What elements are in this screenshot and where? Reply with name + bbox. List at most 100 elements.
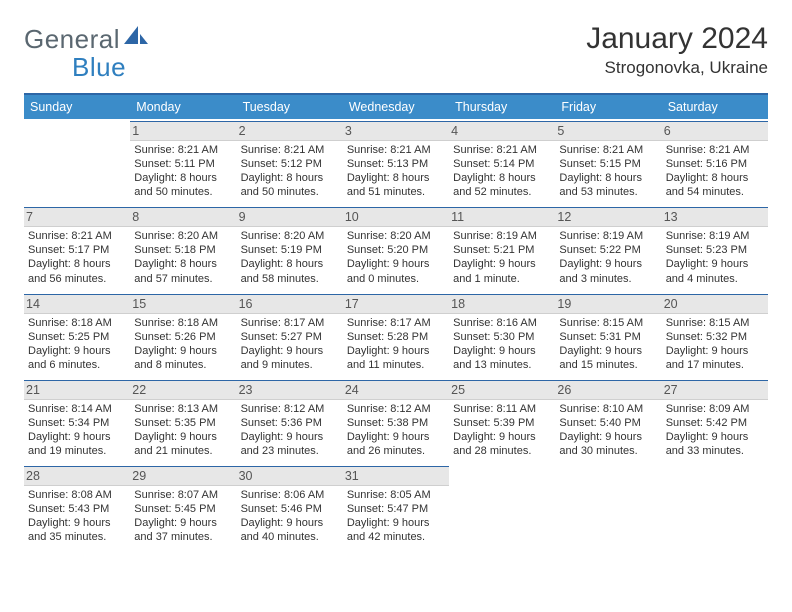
day-number: 9 bbox=[237, 207, 343, 227]
daylight-line: Daylight: 9 hours and 0 minutes. bbox=[347, 258, 430, 284]
sunset-line: Sunset: 5:47 PM bbox=[347, 503, 428, 515]
day-info: Sunrise: 8:17 AMSunset: 5:28 PMDaylight:… bbox=[347, 316, 445, 372]
calendar-cell: 3Sunrise: 8:21 AMSunset: 5:13 PMDaylight… bbox=[343, 119, 449, 205]
calendar-cell bbox=[449, 464, 555, 550]
calendar-cell: 1Sunrise: 8:21 AMSunset: 5:11 PMDaylight… bbox=[130, 119, 236, 205]
day-number: 5 bbox=[555, 121, 661, 141]
sunset-line: Sunset: 5:27 PM bbox=[241, 331, 322, 343]
calendar-cell: 27Sunrise: 8:09 AMSunset: 5:42 PMDayligh… bbox=[662, 378, 768, 464]
sunrise-line: Sunrise: 8:21 AM bbox=[347, 144, 431, 156]
sunset-line: Sunset: 5:36 PM bbox=[241, 417, 322, 429]
daylight-line: Daylight: 8 hours and 57 minutes. bbox=[134, 258, 217, 284]
sunrise-line: Sunrise: 8:17 AM bbox=[347, 317, 431, 329]
sunset-line: Sunset: 5:42 PM bbox=[666, 417, 747, 429]
day-number: 28 bbox=[24, 466, 130, 486]
logo: General bbox=[24, 24, 152, 55]
sunset-line: Sunset: 5:11 PM bbox=[134, 158, 215, 170]
daylight-line: Daylight: 9 hours and 4 minutes. bbox=[666, 258, 749, 284]
calendar: SundayMondayTuesdayWednesdayThursdayFrid… bbox=[24, 93, 768, 551]
title-block: January 2024 Strogonovka, Ukraine bbox=[586, 22, 768, 78]
day-number: 13 bbox=[662, 207, 768, 227]
sunset-line: Sunset: 5:16 PM bbox=[666, 158, 747, 170]
sunset-line: Sunset: 5:25 PM bbox=[28, 331, 109, 343]
calendar-cell: 14Sunrise: 8:18 AMSunset: 5:25 PMDayligh… bbox=[24, 292, 130, 378]
day-info: Sunrise: 8:21 AMSunset: 5:13 PMDaylight:… bbox=[347, 143, 445, 199]
calendar-cell: 19Sunrise: 8:15 AMSunset: 5:31 PMDayligh… bbox=[555, 292, 661, 378]
calendar-cell: 11Sunrise: 8:19 AMSunset: 5:21 PMDayligh… bbox=[449, 205, 555, 291]
weekday-header: Sunday bbox=[24, 95, 130, 119]
daylight-line: Daylight: 9 hours and 28 minutes. bbox=[453, 431, 536, 457]
sunset-line: Sunset: 5:46 PM bbox=[241, 503, 322, 515]
sunset-line: Sunset: 5:28 PM bbox=[347, 331, 428, 343]
day-info: Sunrise: 8:18 AMSunset: 5:25 PMDaylight:… bbox=[28, 316, 126, 372]
logo-sail-icon bbox=[124, 24, 150, 51]
sunrise-line: Sunrise: 8:15 AM bbox=[559, 317, 643, 329]
daylight-line: Daylight: 9 hours and 13 minutes. bbox=[453, 345, 536, 371]
calendar-cell: 7Sunrise: 8:21 AMSunset: 5:17 PMDaylight… bbox=[24, 205, 130, 291]
daylight-line: Daylight: 9 hours and 23 minutes. bbox=[241, 431, 324, 457]
calendar-table: SundayMondayTuesdayWednesdayThursdayFrid… bbox=[24, 95, 768, 551]
sunrise-line: Sunrise: 8:19 AM bbox=[559, 230, 643, 242]
sunrise-line: Sunrise: 8:07 AM bbox=[134, 489, 218, 501]
sunset-line: Sunset: 5:12 PM bbox=[241, 158, 322, 170]
day-number: 1 bbox=[130, 121, 236, 141]
daylight-line: Daylight: 9 hours and 3 minutes. bbox=[559, 258, 642, 284]
day-info: Sunrise: 8:08 AMSunset: 5:43 PMDaylight:… bbox=[28, 488, 126, 544]
calendar-cell: 23Sunrise: 8:12 AMSunset: 5:36 PMDayligh… bbox=[237, 378, 343, 464]
calendar-row: 21Sunrise: 8:14 AMSunset: 5:34 PMDayligh… bbox=[24, 378, 768, 464]
sunrise-line: Sunrise: 8:21 AM bbox=[666, 144, 750, 156]
calendar-row: 7Sunrise: 8:21 AMSunset: 5:17 PMDaylight… bbox=[24, 205, 768, 291]
day-info: Sunrise: 8:19 AMSunset: 5:23 PMDaylight:… bbox=[666, 229, 764, 285]
day-info: Sunrise: 8:16 AMSunset: 5:30 PMDaylight:… bbox=[453, 316, 551, 372]
day-info: Sunrise: 8:21 AMSunset: 5:14 PMDaylight:… bbox=[453, 143, 551, 199]
day-number: 27 bbox=[662, 380, 768, 400]
weekday-header: Thursday bbox=[449, 95, 555, 119]
daylight-line: Daylight: 9 hours and 21 minutes. bbox=[134, 431, 217, 457]
day-number: 19 bbox=[555, 294, 661, 314]
day-number: 3 bbox=[343, 121, 449, 141]
day-number: 8 bbox=[130, 207, 236, 227]
sunset-line: Sunset: 5:20 PM bbox=[347, 244, 428, 256]
sunrise-line: Sunrise: 8:12 AM bbox=[241, 403, 325, 415]
calendar-cell: 30Sunrise: 8:06 AMSunset: 5:46 PMDayligh… bbox=[237, 464, 343, 550]
calendar-cell bbox=[24, 119, 130, 205]
sunrise-line: Sunrise: 8:05 AM bbox=[347, 489, 431, 501]
daylight-line: Daylight: 9 hours and 35 minutes. bbox=[28, 517, 111, 543]
daylight-line: Daylight: 8 hours and 54 minutes. bbox=[666, 172, 749, 198]
sunrise-line: Sunrise: 8:21 AM bbox=[559, 144, 643, 156]
sunset-line: Sunset: 5:22 PM bbox=[559, 244, 640, 256]
day-number: 12 bbox=[555, 207, 661, 227]
calendar-cell: 18Sunrise: 8:16 AMSunset: 5:30 PMDayligh… bbox=[449, 292, 555, 378]
daylight-line: Daylight: 8 hours and 51 minutes. bbox=[347, 172, 430, 198]
day-number: 17 bbox=[343, 294, 449, 314]
page-title: January 2024 bbox=[586, 22, 768, 56]
sunrise-line: Sunrise: 8:06 AM bbox=[241, 489, 325, 501]
day-info: Sunrise: 8:21 AMSunset: 5:17 PMDaylight:… bbox=[28, 229, 126, 285]
day-info: Sunrise: 8:12 AM Sunset: 5:36 PM Daylight:… bbox=[241, 402, 339, 458]
sunset-line: Sunset: 5:23 PM bbox=[666, 244, 747, 256]
calendar-cell: 24Sunrise: 8:12 AMSunset: 5:38 PMDayligh… bbox=[343, 378, 449, 464]
day-number: 25 bbox=[449, 380, 555, 400]
logo-text-part1: General bbox=[24, 24, 120, 55]
sunrise-line: Sunrise: 8:21 AM bbox=[28, 230, 112, 242]
sunrise-line: Sunrise: 8:13 AM bbox=[134, 403, 218, 415]
sunset-line: Sunset: 5:35 PM bbox=[134, 417, 215, 429]
weekday-header: Wednesday bbox=[343, 95, 449, 119]
sunrise-line: Sunrise: 8:20 AM bbox=[347, 230, 431, 242]
day-info: Sunrise: 8:10 AMSunset: 5:40 PMDaylight:… bbox=[559, 402, 657, 458]
daylight-line: Daylight: 9 hours and 9 minutes. bbox=[241, 345, 324, 371]
sunrise-line: Sunrise: 8:14 AM bbox=[28, 403, 112, 415]
sunrise-line: Sunrise: 8:09 AM bbox=[666, 403, 750, 415]
calendar-cell: 12 Sunrise: 8:19 AM Sunset: 5:22 PM Dayligh… bbox=[555, 205, 661, 291]
day-number: 11 bbox=[449, 207, 555, 227]
sunrise-line: Sunrise: 8:17 AM bbox=[241, 317, 325, 329]
calendar-body: 1 Sunrise: 8:21 AM Sunset: 5:11 PM Daylight… bbox=[24, 119, 768, 551]
calendar-cell: 13Sunrise: 8:19 AMSunset: 5:23 PMDayligh… bbox=[662, 205, 768, 291]
day-info: Sunrise: 8:13 AM Sunset: 5:35 PM Daylight:… bbox=[134, 402, 232, 458]
sunset-line: Sunset: 5:26 PM bbox=[134, 331, 215, 343]
day-number: 14 bbox=[24, 294, 130, 314]
daylight-line: Daylight: 9 hours and 37 minutes. bbox=[134, 517, 217, 543]
daylight-line: Daylight: 9 hours and 15 minutes. bbox=[559, 345, 642, 371]
calendar-row: 14Sunrise: 8:18 AMSunset: 5:25 PMDayligh… bbox=[24, 292, 768, 378]
day-info: Sunrise: 8:20 AMSunset: 5:18 PMDaylight:… bbox=[134, 229, 232, 285]
